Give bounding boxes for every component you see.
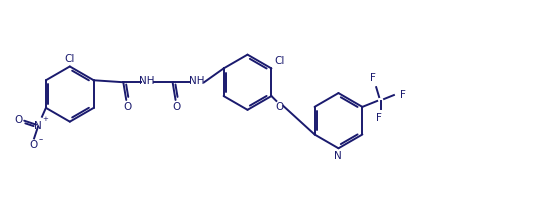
Text: –: –	[39, 135, 43, 144]
Text: F: F	[376, 113, 382, 123]
Text: N: N	[334, 151, 341, 161]
Text: O: O	[123, 102, 131, 112]
Text: Cl: Cl	[64, 54, 75, 63]
Text: NH: NH	[139, 76, 155, 86]
Text: O: O	[275, 102, 284, 112]
Text: NH: NH	[189, 76, 204, 86]
Text: N: N	[34, 121, 42, 131]
Text: O: O	[29, 140, 37, 150]
Text: O: O	[14, 115, 22, 125]
Text: Cl: Cl	[274, 57, 285, 66]
Text: +: +	[42, 116, 48, 122]
Text: O: O	[172, 102, 181, 112]
Text: F: F	[400, 90, 406, 100]
Text: F: F	[370, 73, 376, 83]
